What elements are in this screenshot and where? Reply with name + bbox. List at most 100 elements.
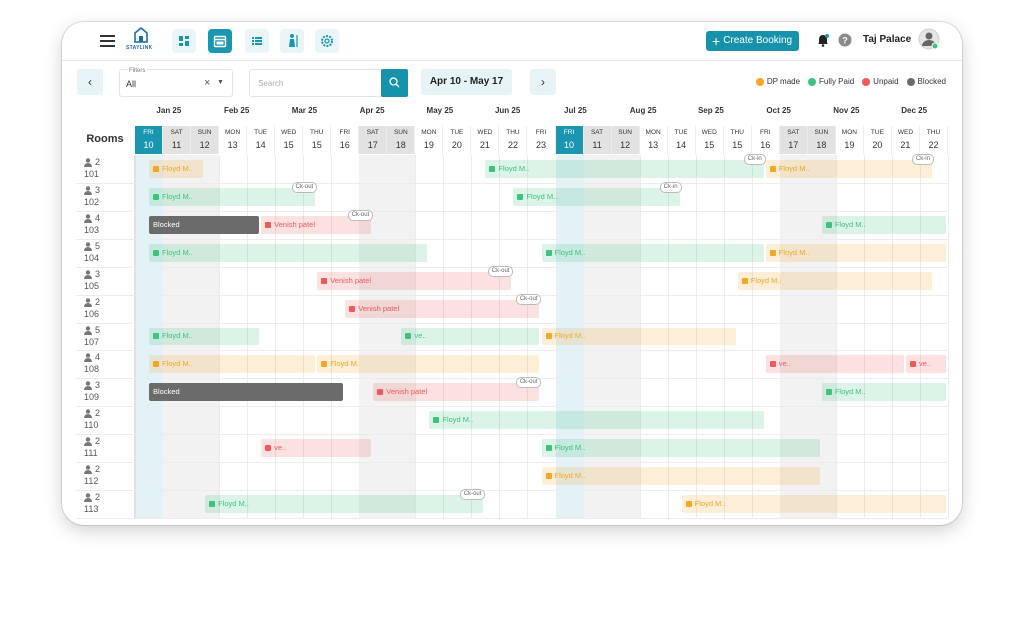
day-header: MON 13 — [219, 126, 248, 154]
nav-calendar[interactable] — [208, 29, 232, 53]
booking-label: ve.. — [918, 359, 932, 369]
clear-icon[interactable]: × — [204, 77, 211, 89]
day-date: 18 — [395, 140, 406, 150]
booking-bar[interactable]: Floyd M.. — [149, 327, 260, 346]
booking-bar[interactable]: Floyd M.. — [541, 243, 764, 262]
day-date: 16 — [339, 140, 350, 150]
nav-housekeeping[interactable] — [280, 29, 304, 53]
day-date: 21 — [900, 140, 911, 150]
booking-bar[interactable]: Floyd M.. — [317, 355, 540, 374]
day-date: 15 — [732, 140, 743, 150]
filter-select[interactable]: Filters All × ▼ — [119, 68, 233, 97]
day-name: WED — [281, 129, 297, 136]
day-name: TUE — [450, 129, 464, 136]
booking-bar[interactable]: Floyd M.. Ck-in — [765, 154, 934, 178]
date-range[interactable]: Apr 10 - May 17 — [421, 69, 512, 95]
booking-bar[interactable]: Blocked — [149, 215, 260, 234]
month-label: Apr 25 — [359, 106, 385, 115]
booking-bar[interactable]: Floyd M.. — [737, 271, 932, 290]
status-icon — [545, 473, 552, 480]
guest-count: 4 — [95, 212, 101, 223]
booking-bar[interactable]: Floyd M.. — [821, 383, 946, 402]
row-line — [76, 210, 948, 212]
booking-bar[interactable]: Venish patel Ck-out — [345, 293, 542, 318]
guest-count: 2 — [95, 296, 101, 307]
row-line — [76, 490, 948, 492]
dropdown-icon[interactable]: ▼ — [217, 79, 224, 86]
weekend-column — [779, 155, 808, 518]
booking-bar[interactable]: Venish patel Ck-out — [373, 377, 542, 402]
booking-bar[interactable]: Venish patel Ck-out — [317, 265, 514, 290]
month-label: Jun 25 — [494, 106, 521, 115]
status-icon — [769, 249, 776, 256]
room-number: 109 — [84, 392, 100, 403]
status-icon — [321, 277, 328, 284]
row-line — [76, 462, 948, 464]
booking-bar[interactable]: Blocked — [149, 383, 344, 402]
booking-bar[interactable]: ve.. — [261, 439, 372, 458]
day-name: SAT — [590, 129, 604, 136]
booking-bar[interactable]: ve.. — [905, 355, 946, 374]
status-icon — [909, 361, 916, 368]
day-name: TUE — [254, 129, 268, 136]
booking-bar[interactable]: Floyd M.. Ck-out — [149, 181, 318, 206]
booking-bar[interactable]: Floyd M.. — [541, 439, 820, 458]
booking-bar[interactable]: Venish patel Ck-out — [261, 209, 374, 234]
booking-bar[interactable]: Floyd M.. Ck-in — [513, 181, 682, 206]
nav-settings[interactable] — [315, 29, 339, 53]
status-icon — [517, 193, 524, 200]
guest-icon — [84, 325, 92, 335]
status-icon — [153, 193, 160, 200]
day-name: THU — [310, 129, 324, 136]
day-name: FRI — [563, 129, 575, 136]
booking-label: Floyd M.. — [554, 247, 586, 257]
today-column — [555, 155, 584, 518]
search-button[interactable] — [381, 69, 408, 97]
booking-bar[interactable]: Floyd M.. — [765, 243, 946, 262]
booking-bar[interactable]: Floyd M.. — [541, 467, 820, 486]
booking-bar[interactable]: Floyd M.. — [149, 160, 204, 178]
day-header: SUN 18 — [387, 126, 416, 154]
column-line — [835, 155, 837, 518]
next-button[interactable]: › — [530, 69, 556, 95]
status-icon — [685, 501, 692, 508]
guest-icon — [84, 214, 92, 223]
booking-bar[interactable]: Floyd M.. Ck-out — [205, 489, 486, 513]
day-header: THU 22 — [499, 126, 528, 154]
booking-bar[interactable]: ve.. — [401, 327, 540, 346]
guest-count: 2 — [95, 492, 101, 503]
day-date: 22 — [928, 140, 939, 150]
booking-bar[interactable]: Floyd M.. — [149, 355, 316, 374]
booking-bar[interactable]: Floyd M.. Ck-in — [485, 154, 766, 178]
day-name: SAT — [366, 129, 379, 136]
weekend-column — [163, 155, 192, 518]
day-name: MON — [225, 129, 241, 136]
booking-bar[interactable]: Floyd M.. — [429, 411, 764, 430]
legend-label: Blocked — [917, 77, 946, 86]
nav-list[interactable] — [245, 29, 269, 53]
booking-bar[interactable]: Floyd M.. — [681, 495, 946, 513]
nav-dashboard[interactable] — [172, 29, 196, 53]
booking-label: Floyd M.. — [442, 415, 474, 425]
search-input[interactable]: Search — [249, 69, 382, 97]
menu-icon[interactable] — [100, 34, 116, 48]
day-date: 11 — [171, 140, 182, 150]
room-cell: 3 109 — [76, 378, 135, 407]
help-icon[interactable]: ? — [838, 33, 852, 47]
booking-bar[interactable]: ve.. — [765, 355, 904, 374]
avatar[interactable] — [918, 28, 940, 52]
row-line — [76, 378, 948, 380]
hotel-name[interactable]: Taj Palace — [863, 34, 912, 45]
booking-bar[interactable]: Floyd M.. — [821, 215, 946, 234]
booking-bar[interactable]: Floyd M.. — [541, 327, 736, 346]
booking-bar[interactable]: Floyd M.. — [149, 243, 428, 262]
guest-icon — [84, 353, 92, 363]
prev-button[interactable]: ‹ — [77, 69, 103, 95]
create-booking-button[interactable]: + Create Booking — [706, 31, 799, 51]
row-line — [76, 294, 948, 296]
column-line — [723, 155, 725, 518]
notification-icon[interactable] — [816, 33, 830, 47]
booking-label: Floyd M.. — [554, 443, 586, 453]
column-line — [219, 155, 221, 518]
legend-label: DP made — [766, 77, 801, 86]
